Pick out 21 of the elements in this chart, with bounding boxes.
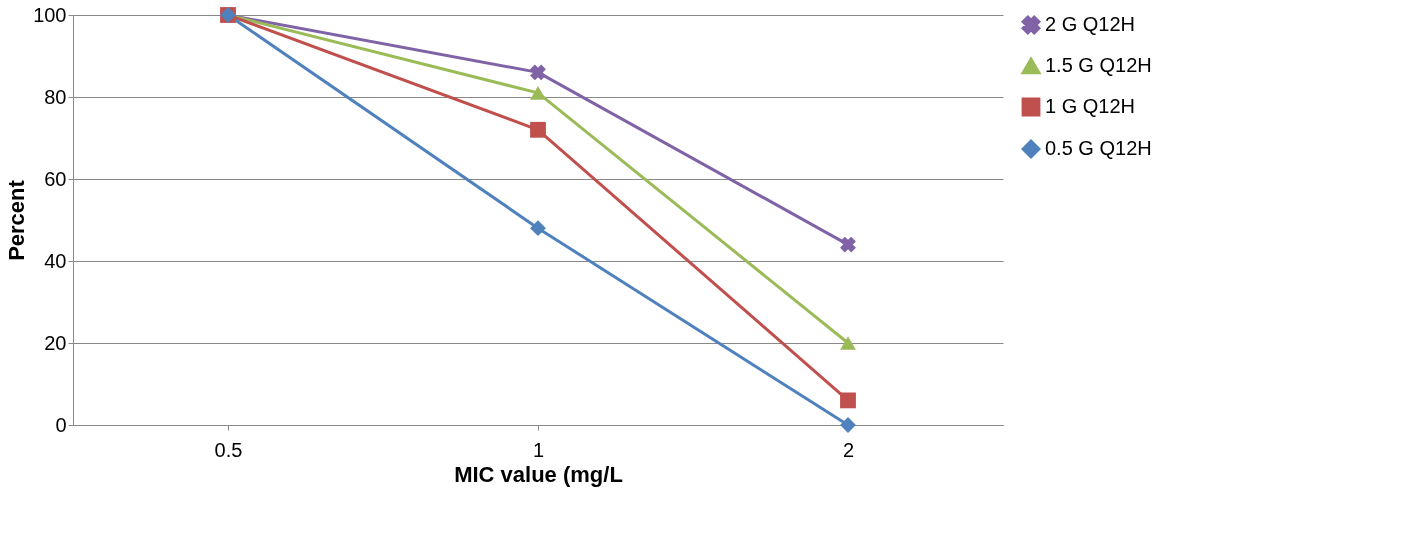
legend-label: 1.5 G Q12H [1045,54,1152,76]
point [840,417,856,433]
x-tick-label: 0.5 [214,438,243,461]
y-tick-label: 100 [33,3,67,26]
point [530,121,546,138]
y-tick-label: 40 [44,249,67,272]
legend-label: 1 G Q12H [1045,95,1136,117]
x-tick-label: 2 [842,438,855,461]
point [530,220,546,237]
legend-label: 0.5 G Q12H [1045,137,1152,159]
point [530,64,546,81]
y-tick-label: 0 [55,413,67,436]
y-tick-label: 60 [44,167,67,190]
point [840,392,856,409]
x-tick-label: 1 [532,438,545,461]
x-axis-title: MIC value (mg/L [454,461,623,487]
point [840,236,856,253]
y-axis-title: Percent [4,179,30,261]
legend-label: 2 G Q12H [1045,13,1136,35]
y-tick-label: 80 [44,85,67,108]
y-tick-label: 20 [44,331,67,354]
